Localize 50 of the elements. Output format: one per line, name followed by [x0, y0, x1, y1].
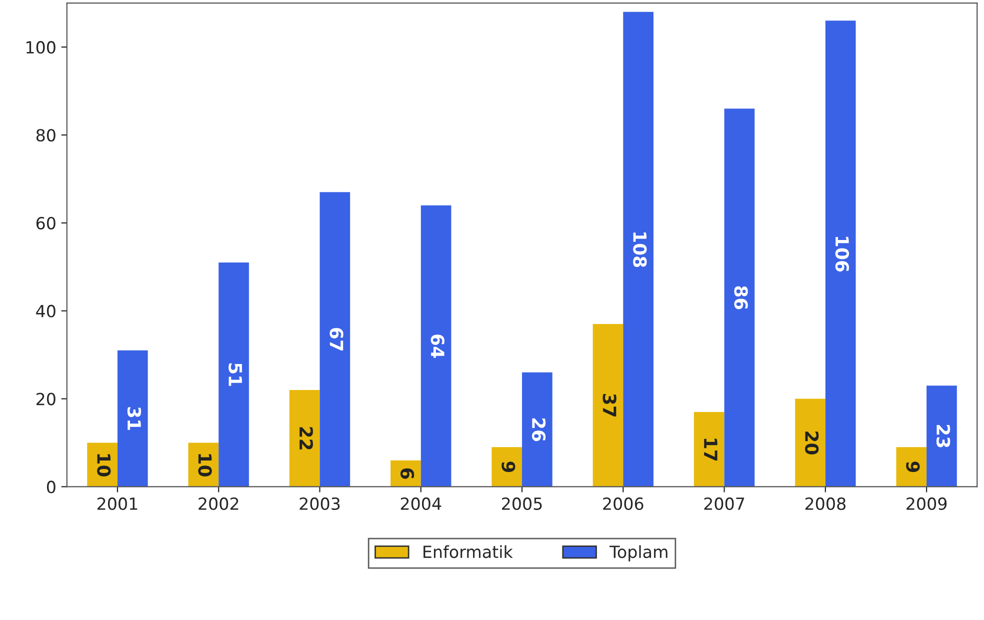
- bar: [320, 192, 350, 487]
- legend-label: Toplam: [610, 545, 668, 562]
- y-tick-label: 60: [36, 216, 56, 230]
- bar: [218, 262, 249, 487]
- data-label: 10: [97, 454, 111, 476]
- data-label: 17: [704, 438, 718, 460]
- bar: [592, 324, 624, 487]
- bar: [492, 447, 522, 487]
- x-tick-label: 2004: [400, 497, 442, 510]
- x-tick-label: 2003: [300, 497, 340, 510]
- x-tick-label: 2008: [805, 497, 846, 510]
- data-label: 22: [300, 427, 313, 450]
- bar: [522, 372, 552, 487]
- x-tick-label: 2002: [198, 497, 238, 510]
- data-label: 67: [330, 328, 344, 351]
- y-tick-label: 40: [36, 304, 56, 318]
- bar: [896, 447, 927, 487]
- data-label: 37: [602, 394, 616, 416]
- data-label: 10: [198, 454, 212, 476]
- x-tick-label: 2006: [603, 497, 644, 510]
- data-label: 106: [835, 236, 849, 272]
- legend-label: Enformatik: [424, 545, 513, 558]
- x-tick-label: 2005: [502, 497, 542, 510]
- bar: [694, 412, 724, 487]
- data-label: 64: [430, 334, 444, 358]
- bar: [289, 390, 320, 487]
- x-tick-label: 2007: [704, 497, 744, 510]
- data-label: 86: [734, 286, 748, 310]
- data-label: 23: [936, 425, 950, 448]
- bar: [420, 205, 452, 487]
- x-tick-label: 2009: [906, 497, 947, 510]
- y-tick-label: 100: [26, 41, 56, 54]
- bar: [724, 108, 755, 487]
- y-tick-label: 0: [46, 480, 56, 494]
- x-tick-label: 2001: [97, 497, 138, 510]
- bar: [623, 12, 654, 487]
- data-label: 9: [906, 462, 920, 472]
- y-tick-label: 20: [36, 392, 56, 406]
- data-label: 26: [532, 418, 546, 442]
- data-label: 31: [127, 407, 142, 430]
- data-label: 51: [228, 363, 242, 386]
- data-label: 9: [502, 462, 516, 472]
- data-label: 108: [633, 232, 647, 268]
- bar: [926, 386, 957, 487]
- data-label: 20: [805, 432, 819, 454]
- bar: [795, 398, 826, 487]
- y-tick-label: 80: [36, 128, 56, 142]
- bar: [825, 20, 856, 487]
- data-label: 6: [400, 468, 414, 479]
- bar: [117, 350, 148, 487]
